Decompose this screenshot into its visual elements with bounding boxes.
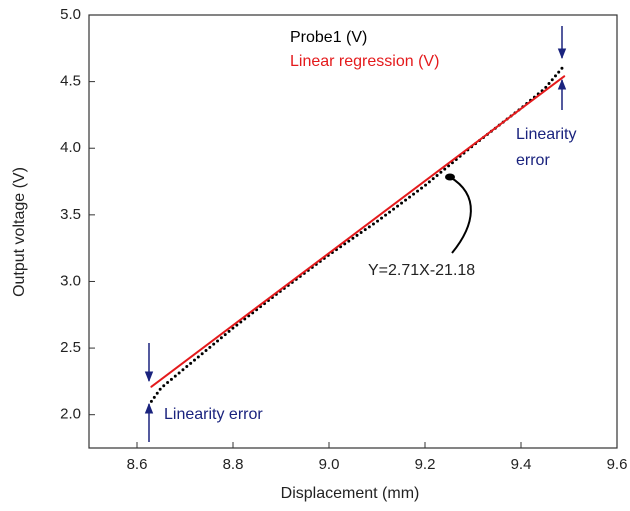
y-tick-label: 3.0 xyxy=(60,272,81,289)
x-tick-label: 9.0 xyxy=(319,456,340,473)
annotation: Y=2.71X-21.18 xyxy=(368,262,475,279)
x-tick-label: 8.8 xyxy=(223,456,244,473)
annotation: Linearity xyxy=(516,126,576,143)
y-tick-label: 5.0 xyxy=(60,6,81,23)
legend-entry: Probe1 (V) xyxy=(290,29,367,46)
y-tick-label: 3.5 xyxy=(60,206,81,223)
y-axis-label: Output voltage (V) xyxy=(11,167,28,297)
y-tick-label: 2.5 xyxy=(60,339,81,356)
x-tick-label: 8.6 xyxy=(127,456,148,473)
annotation: error xyxy=(516,152,550,169)
y-tick-label: 4.0 xyxy=(60,139,81,156)
pointer-dot xyxy=(445,173,455,181)
plot-frame xyxy=(88,14,618,449)
x-axis-label: Displacement (mm) xyxy=(281,485,420,502)
annotation: Linearity error xyxy=(164,406,263,423)
legend-entry: Linear regression (V) xyxy=(290,53,439,70)
pointer xyxy=(449,176,472,254)
x-tick-label: 9.4 xyxy=(511,456,532,473)
x-tick-label: 9.2 xyxy=(415,456,436,473)
series-line xyxy=(150,75,566,388)
y-tick-label: 4.5 xyxy=(60,73,81,90)
series-line xyxy=(149,64,566,403)
x-tick-label: 9.6 xyxy=(607,456,628,473)
y-tick-label: 2.0 xyxy=(60,406,81,423)
